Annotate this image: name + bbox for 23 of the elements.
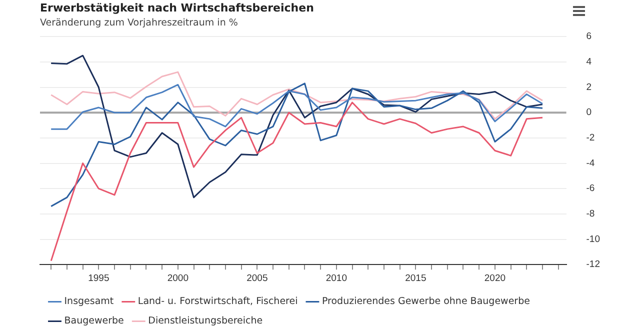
legend-label: Insgesamt xyxy=(64,296,114,308)
x-tick-label: 2015 xyxy=(405,272,426,284)
y-tick-label: -8 xyxy=(586,208,595,220)
y-tick-label: -12 xyxy=(586,259,600,270)
y-tick-label: 0 xyxy=(586,107,592,118)
legend-label: Dienstleistungsbereiche xyxy=(148,316,263,327)
x-tick-label: 2000 xyxy=(167,272,188,284)
y-tick-label: 2 xyxy=(586,82,592,93)
x-tick-label: 2020 xyxy=(484,272,506,284)
chart-title: Erwerbstätigkeit nach Wirtschaftsbereichen xyxy=(40,1,314,14)
legend-label: Land- u. Forstwirtschaft, Fischerei xyxy=(138,296,298,308)
y-tick-label: -4 xyxy=(586,158,595,169)
y-tick-label: -6 xyxy=(586,183,595,194)
chart-subtitle: Veränderung zum Vorjahreszeitraum in % xyxy=(40,17,238,28)
y-tick-label: -10 xyxy=(586,234,600,245)
legend-label: Produzierendes Gewerbe ohne Baugewerbe xyxy=(322,296,530,308)
y-tick-label: -2 xyxy=(586,132,595,144)
x-tick-label: 1995 xyxy=(88,272,110,284)
x-tick-label: 2010 xyxy=(326,272,347,284)
legend-label: Baugewerbe xyxy=(64,316,124,327)
y-tick-label: 6 xyxy=(586,31,592,42)
y-tick-label: 4 xyxy=(586,56,592,68)
x-tick-label: 2005 xyxy=(246,272,268,284)
